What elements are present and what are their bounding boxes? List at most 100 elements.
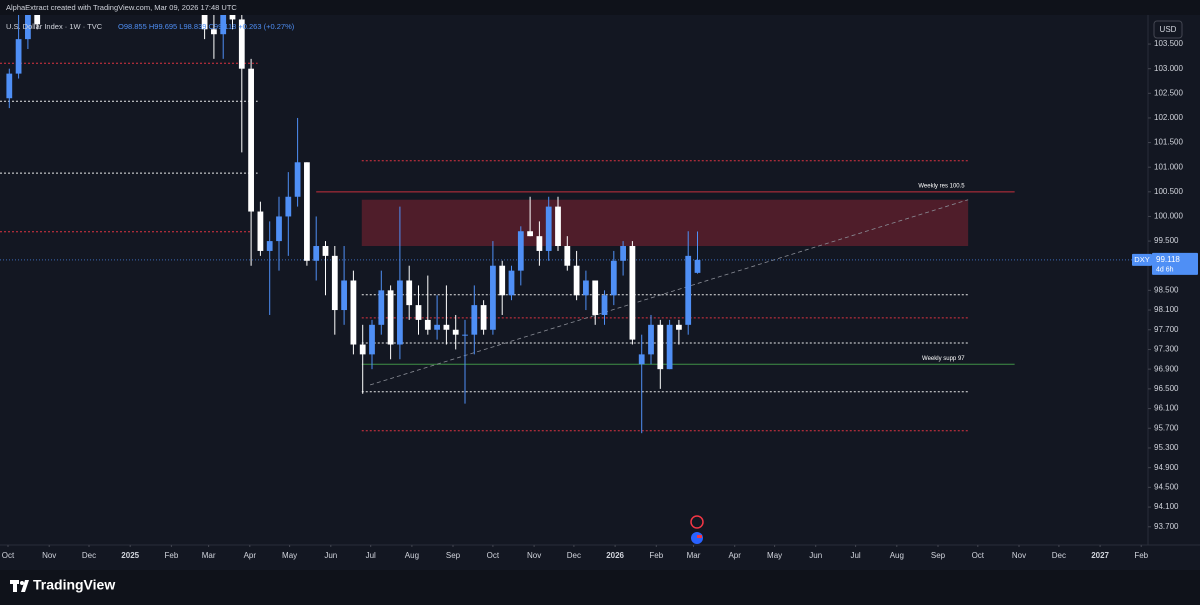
- candle-body: [294, 162, 301, 197]
- candle-body: [610, 260, 617, 296]
- logo-slash: [21, 580, 29, 592]
- candle-body: [397, 280, 403, 345]
- x-tick-label: Oct: [2, 551, 15, 560]
- x-tick-label: Jul: [850, 551, 860, 560]
- last-price-tag: [1152, 252, 1198, 275]
- x-tick-label: May: [282, 551, 297, 560]
- candle-body: [583, 280, 589, 296]
- currency-label[interactable]: USD: [1160, 25, 1177, 34]
- x-tick-label: Mar: [202, 551, 216, 560]
- y-tick-label: 103.000: [1154, 64, 1183, 73]
- logo-stem: [13, 584, 17, 592]
- y-tick-label: 101.000: [1154, 162, 1183, 171]
- candle-body: [462, 334, 468, 336]
- candle-body: [685, 255, 692, 325]
- y-tick-label: 99.500: [1154, 236, 1179, 245]
- x-tick-label: Nov: [1012, 551, 1026, 560]
- x-tick-label: Jun: [809, 551, 822, 560]
- candle-body: [592, 280, 599, 315]
- ticker-tag: [1132, 253, 1152, 266]
- countdown-label: 4d 6h: [1156, 267, 1174, 274]
- y-tick-label: 96.900: [1154, 364, 1179, 373]
- symbol-legend: U.S. Dollar Index · 1W · TVC: [6, 22, 103, 31]
- x-tick-label: Nov: [527, 551, 541, 560]
- x-tick-label: Mar: [687, 551, 701, 560]
- x-tick-label: Feb: [1134, 551, 1148, 560]
- y-tick-label: 101.500: [1154, 138, 1183, 147]
- candle-body: [443, 324, 450, 330]
- x-tick-label: Oct: [972, 551, 985, 560]
- level-label: Weekly res 100.5: [918, 183, 965, 189]
- candle-body: [378, 290, 385, 325]
- candle-body: [229, 15, 236, 20]
- x-tick-label: Aug: [405, 551, 419, 560]
- candle-body: [527, 231, 533, 237]
- x-tick-label: Apr: [244, 551, 257, 560]
- candle-body: [201, 15, 208, 30]
- candle-body: [406, 280, 413, 306]
- y-tick-label: 98.100: [1154, 305, 1179, 314]
- candle-body: [248, 68, 254, 212]
- y-tick-label: 96.500: [1154, 384, 1179, 393]
- x-tick-label: 2026: [606, 551, 624, 560]
- candle-body: [676, 324, 682, 330]
- y-tick-label: 94.500: [1154, 482, 1179, 491]
- x-tick-label: Sep: [446, 551, 461, 560]
- y-tick-label: 102.500: [1154, 88, 1183, 97]
- candle-body: [508, 270, 515, 296]
- currency-button[interactable]: [1153, 20, 1183, 39]
- candle-body: [415, 305, 422, 320]
- candle-body: [276, 216, 282, 242]
- candle-body: [480, 305, 487, 330]
- event-icon[interactable]: [690, 515, 704, 529]
- x-tick-label: Sep: [931, 551, 946, 560]
- candle-body: [499, 265, 506, 296]
- candle-body: [6, 73, 13, 99]
- candle-body: [266, 241, 273, 251]
- last-price-label: 99.118: [1156, 255, 1180, 264]
- resistance-zone: [361, 199, 969, 247]
- candle-body: [629, 246, 636, 340]
- candle-body: [25, 15, 31, 40]
- header-bar: [0, 0, 1200, 15]
- x-tick-label: Jul: [366, 551, 376, 560]
- logo-dot: [20, 581, 24, 585]
- x-tick-label: Nov: [42, 551, 56, 560]
- y-tick-label: 94.900: [1154, 463, 1179, 472]
- y-tick-label: 95.300: [1154, 443, 1179, 452]
- candle-body: [238, 19, 245, 69]
- candle-body: [257, 211, 264, 251]
- candle-body: [648, 324, 654, 355]
- candle-body: [369, 324, 375, 355]
- x-tick-label: 2027: [1091, 551, 1109, 560]
- candle-body: [341, 280, 347, 311]
- candle-body: [536, 236, 543, 251]
- y-tick-label: 95.700: [1154, 423, 1179, 432]
- brand-logo: [10, 580, 29, 592]
- candle-body: [601, 295, 608, 315]
- x-tick-label: Dec: [82, 551, 96, 560]
- candle-body: [211, 29, 217, 35]
- x-tick-label: Apr: [728, 551, 741, 560]
- candle-body: [564, 246, 571, 266]
- y-tick-label: 97.700: [1154, 325, 1179, 334]
- candle-body: [350, 280, 357, 345]
- brand-name: TradingView: [33, 577, 115, 593]
- y-tick-label: 103.500: [1154, 39, 1183, 48]
- y-tick-label: 93.700: [1154, 522, 1179, 531]
- x-tick-label: 2025: [121, 551, 139, 560]
- candle-body: [638, 354, 645, 365]
- footer-bar: [0, 570, 1200, 605]
- x-tick-label: Jun: [324, 551, 337, 560]
- plot-area: Weekly res 100.5 Weekly supp 97: [0, 15, 1148, 434]
- level-label: Weekly supp 97: [922, 356, 965, 362]
- x-tick-label: Dec: [567, 551, 581, 560]
- candle-body: [304, 162, 310, 261]
- candle-body: [555, 206, 561, 247]
- y-tick-label: 96.100: [1154, 404, 1179, 413]
- candle-body: [452, 329, 459, 335]
- x-tick-label: Dec: [1052, 551, 1066, 560]
- x-tick-label: May: [767, 551, 782, 560]
